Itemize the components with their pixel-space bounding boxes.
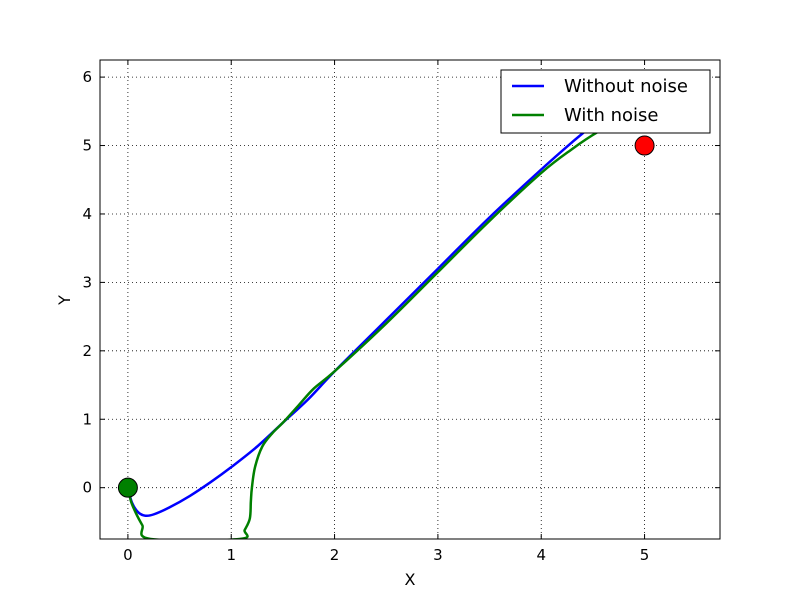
x-tick-label: 1 — [226, 546, 236, 564]
legend: Without noise With noise — [500, 69, 711, 134]
y-tick-label: 5 — [82, 137, 92, 155]
plot-frame — [99, 59, 721, 540]
legend-label-without-noise: Without noise — [564, 76, 688, 97]
x-axis-label: X — [405, 570, 416, 589]
start-marker — [117, 477, 138, 498]
x-tick-label: 5 — [640, 546, 650, 564]
legend-label-with-noise: With noise — [564, 105, 658, 126]
y-axis-label: Y — [55, 295, 74, 306]
x-tick-label: 3 — [433, 546, 443, 564]
tick-labels: 0 1 2 3 4 5 0 1 2 3 4 5 6 — [82, 68, 649, 564]
y-tick-label: 4 — [82, 205, 92, 223]
legend-box — [500, 69, 711, 134]
y-tick-label: 2 — [82, 342, 92, 360]
x-tick-label: 4 — [536, 546, 546, 564]
y-tick-label: 3 — [82, 273, 92, 291]
ticks — [100, 60, 720, 539]
x-tick-label: 2 — [330, 546, 340, 564]
x-tick-label: 0 — [123, 546, 133, 564]
y-tick-label: 6 — [82, 68, 92, 86]
y-tick-label: 1 — [82, 410, 92, 428]
goal-marker — [634, 135, 655, 156]
y-tick-label: 0 — [82, 479, 92, 497]
marker-layer — [117, 135, 655, 498]
series-line-without-noise — [126, 124, 594, 518]
